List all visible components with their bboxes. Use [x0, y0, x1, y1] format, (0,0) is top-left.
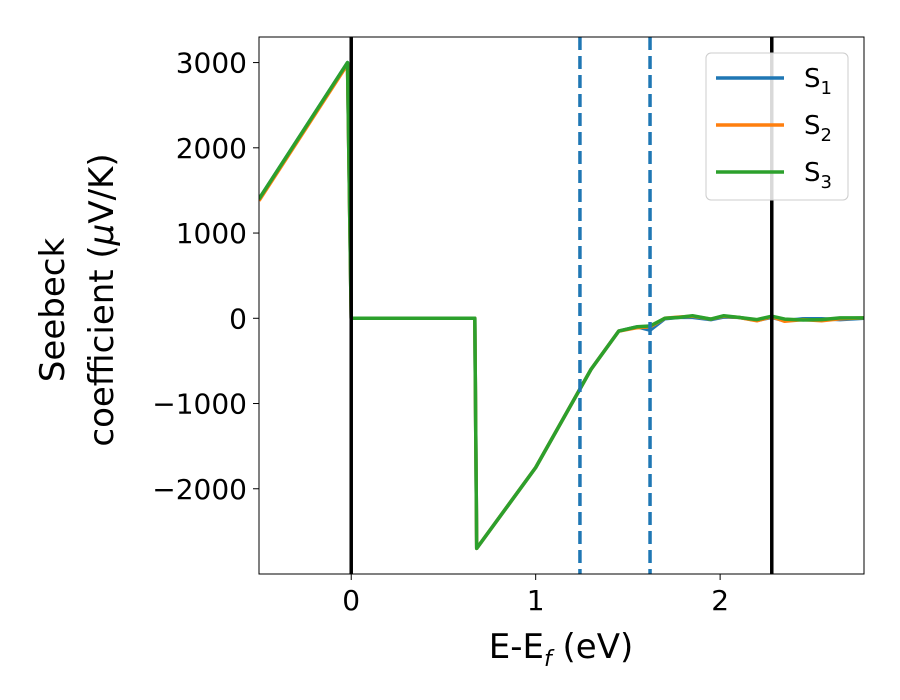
y-axis-label-line2: coefficient (μV/K): [82, 153, 122, 446]
series-line-s3: [259, 60, 864, 551]
legend-label-s1: S1: [804, 64, 832, 99]
y-tick-label-0: 3000: [176, 47, 247, 80]
axis-labels: E-Ef (eV) Seebeck coefficient (μV/K): [33, 153, 633, 672]
y-tick-label-2: 1000: [176, 217, 247, 250]
legend-label-s3: S3: [804, 158, 832, 193]
x-axis-label: E-Ef (eV): [489, 627, 634, 672]
y-tick-label-3: 0: [229, 302, 247, 335]
axes-frame: [258, 36, 865, 575]
x-tick-label-2: 2: [711, 584, 729, 617]
y-tick-label-5: −2000: [152, 473, 247, 506]
y-axis-label-line1: Seebeck: [33, 238, 73, 383]
plot-area: 0 1 2 3000 2000 1000 0 −1000 −2000: [152, 36, 865, 617]
x-tick-label-1: 1: [527, 584, 545, 617]
x-tick-label-0: 0: [342, 584, 360, 617]
legend: S1 S2 S3: [705, 52, 849, 201]
legend-label-s2: S2: [804, 111, 832, 146]
y-tick-label-1: 2000: [176, 132, 247, 165]
y-tick-label-4: −1000: [152, 388, 247, 421]
